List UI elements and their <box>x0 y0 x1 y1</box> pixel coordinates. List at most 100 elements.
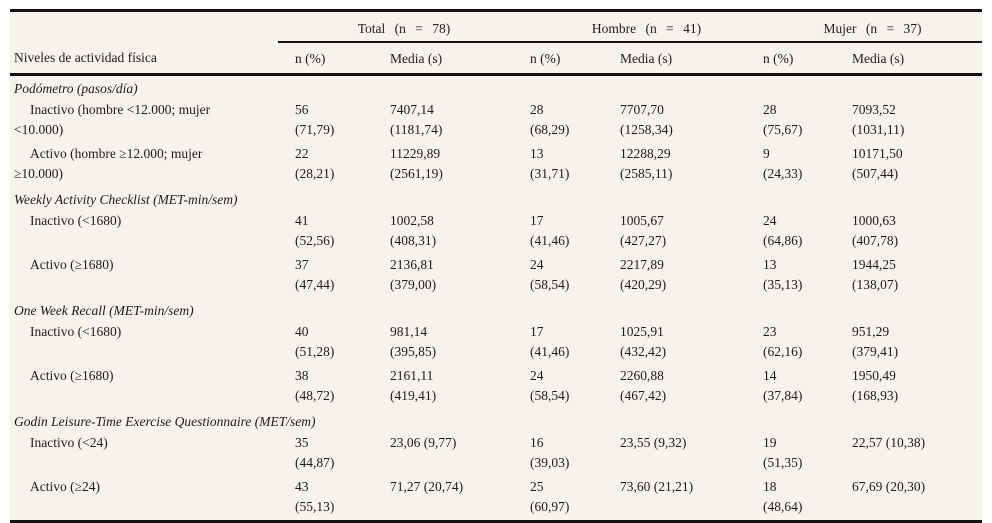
data-cell: 951,29 (379,41) <box>852 321 982 365</box>
data-cell-line: 7407,14 <box>390 102 434 117</box>
data-cell-line: (419,41) <box>390 388 437 403</box>
data-cell-line: (395,85) <box>390 344 437 359</box>
data-cell: 19 (51,35) <box>763 432 852 476</box>
data-cell-line: (168,93) <box>852 388 899 403</box>
data-cell-line: (35,13) <box>763 277 803 292</box>
data-cell-line: (68,29) <box>530 122 570 137</box>
data-cell-line: 22,57 (10,38) <box>852 435 926 450</box>
group-header-mujer: Mujer (n = 37) <box>763 12 983 43</box>
data-cell: 17 (41,46) <box>530 210 620 254</box>
data-cell-line: 2161,11 <box>390 368 434 383</box>
data-cell: 1944,25 (138,07) <box>852 254 982 298</box>
table-row: Inactivo (hombre <12.000; mujer <10.000) 5… <box>10 99 982 143</box>
column-header-media-mujer: Media (s) <box>852 42 983 76</box>
data-cell: 24 (58,54) <box>530 365 620 409</box>
data-cell-line: (58,54) <box>530 277 570 292</box>
data-cell: 9 (24,33) <box>763 143 852 187</box>
data-cell: 24 (64,86) <box>763 210 852 254</box>
data-cell-line: (48,64) <box>763 499 803 514</box>
row-label: Inactivo (<1680) <box>10 321 278 365</box>
data-cell-line: (427,27) <box>620 233 667 248</box>
data-cell-line: (2585,11) <box>620 166 673 181</box>
data-cell: 56 (71,79) <box>278 99 390 143</box>
column-header-media-hombre: Media (s) <box>620 42 763 76</box>
data-cell-line: 23,06 (9,77) <box>390 435 457 450</box>
data-cell: 14 (37,84) <box>763 365 852 409</box>
data-cell: 2161,11 (419,41) <box>390 365 530 409</box>
section-row: One Week Recall (MET-min/sem) <box>10 298 982 321</box>
table-row: Activo (≥1680) 38 (48,72) 2161,11 (419,41) 24… <box>10 365 982 409</box>
data-cell-line: 16 <box>530 435 544 450</box>
data-cell-line: (432,42) <box>620 344 667 359</box>
data-cell-line: (75,67) <box>763 122 803 137</box>
data-cell-line: (55,13) <box>295 499 335 514</box>
data-cell-line: 17 <box>530 213 544 228</box>
data-cell-line: 19 <box>763 435 777 450</box>
row-label: Inactivo (<1680) <box>10 210 278 254</box>
data-cell: 37 (47,44) <box>278 254 390 298</box>
row-label-line: Activo (hombre ≥12.000; mujer <box>30 146 203 161</box>
section-row: Godin Leisure-Time Exercise Questionnair… <box>10 409 982 432</box>
activity-levels-table-card: Total (n = 78) Hombre (n = 41) Mujer (n … <box>10 9 983 523</box>
group-header-hombre: Hombre (n = 41) <box>530 12 763 43</box>
data-cell: 17 (41,46) <box>530 321 620 365</box>
data-cell-line: (420,29) <box>620 277 667 292</box>
data-cell: 7707,70 (1258,34) <box>620 99 763 143</box>
data-cell: 25 (60,97) <box>530 476 620 520</box>
section-title: Podómetro (pasos/día) <box>14 81 138 96</box>
data-cell: 1005,67 (427,27) <box>620 210 763 254</box>
data-cell: 22 (28,21) <box>278 143 390 187</box>
data-cell: 11229,89 (2561,19) <box>390 143 530 187</box>
data-cell-line: 12288,29 <box>620 146 671 161</box>
data-cell: 1002,58 (408,31) <box>390 210 530 254</box>
header-stub-blank <box>10 12 278 42</box>
column-header-n-pct-mujer: n (%) <box>763 42 852 76</box>
data-cell-line: (2561,19) <box>390 166 443 181</box>
data-cell: 1950,49 (168,93) <box>852 365 982 409</box>
data-cell: 13 (31,71) <box>530 143 620 187</box>
row-label: Activo (≥1680) <box>10 254 278 298</box>
data-cell-line: 22 <box>295 146 309 161</box>
data-cell-line: 951,29 <box>852 324 890 339</box>
data-cell: 981,14 (395,85) <box>390 321 530 365</box>
data-cell: 7093,52 (1031,11) <box>852 99 982 143</box>
data-cell: 23,55 (9,32) <box>620 432 763 476</box>
data-cell-line: 23 <box>763 324 777 339</box>
data-cell-line: (1258,34) <box>620 122 673 137</box>
data-cell-line: (62,16) <box>763 344 803 359</box>
data-cell-line: 1005,67 <box>620 213 664 228</box>
data-cell-line: (379,41) <box>852 344 899 359</box>
data-cell-line: (64,86) <box>763 233 803 248</box>
data-cell-line: (1031,11) <box>852 122 905 137</box>
row-label: Activo (≥24) <box>10 476 278 520</box>
data-cell-line: (39,03) <box>530 455 570 470</box>
data-cell: 10171,50 (507,44) <box>852 143 982 187</box>
data-cell-line: 14 <box>763 368 777 383</box>
data-cell-line: 2136,81 <box>390 257 434 272</box>
column-header-niveles: Niveles de actividad física <box>10 42 278 76</box>
data-cell: 41 (52,56) <box>278 210 390 254</box>
data-cell-line: 7707,70 <box>620 102 664 117</box>
data-cell-line: 13 <box>763 257 777 272</box>
row-label-line: Inactivo (<1680) <box>30 213 122 228</box>
row-label: Inactivo (<24) <box>10 432 278 476</box>
data-cell-line: 35 <box>295 435 309 450</box>
data-cell-line: 1025,91 <box>620 324 664 339</box>
column-header-n-pct-total: n (%) <box>278 42 390 76</box>
data-cell-line: (138,07) <box>852 277 899 292</box>
row-label-line: Inactivo (<24) <box>30 435 108 450</box>
group-header-row: Total (n = 78) Hombre (n = 41) Mujer (n … <box>10 12 983 43</box>
data-cell-line: 2260,88 <box>620 368 664 383</box>
section-title: Weekly Activity Checklist (MET-min/sem) <box>14 192 238 207</box>
data-cell-line: (60,97) <box>530 499 570 514</box>
data-cell-line: 28 <box>763 102 777 117</box>
data-cell-line: (1181,74) <box>390 122 443 137</box>
data-cell-line: 24 <box>530 368 544 383</box>
data-cell-line: (28,21) <box>295 166 335 181</box>
data-cell-line: (41,46) <box>530 233 570 248</box>
data-cell-line: 24 <box>763 213 777 228</box>
data-cell: 1025,91 (432,42) <box>620 321 763 365</box>
data-cell-line: (71,79) <box>295 122 335 137</box>
data-cell-line: 25 <box>530 479 544 494</box>
data-cell: 28 (75,67) <box>763 99 852 143</box>
